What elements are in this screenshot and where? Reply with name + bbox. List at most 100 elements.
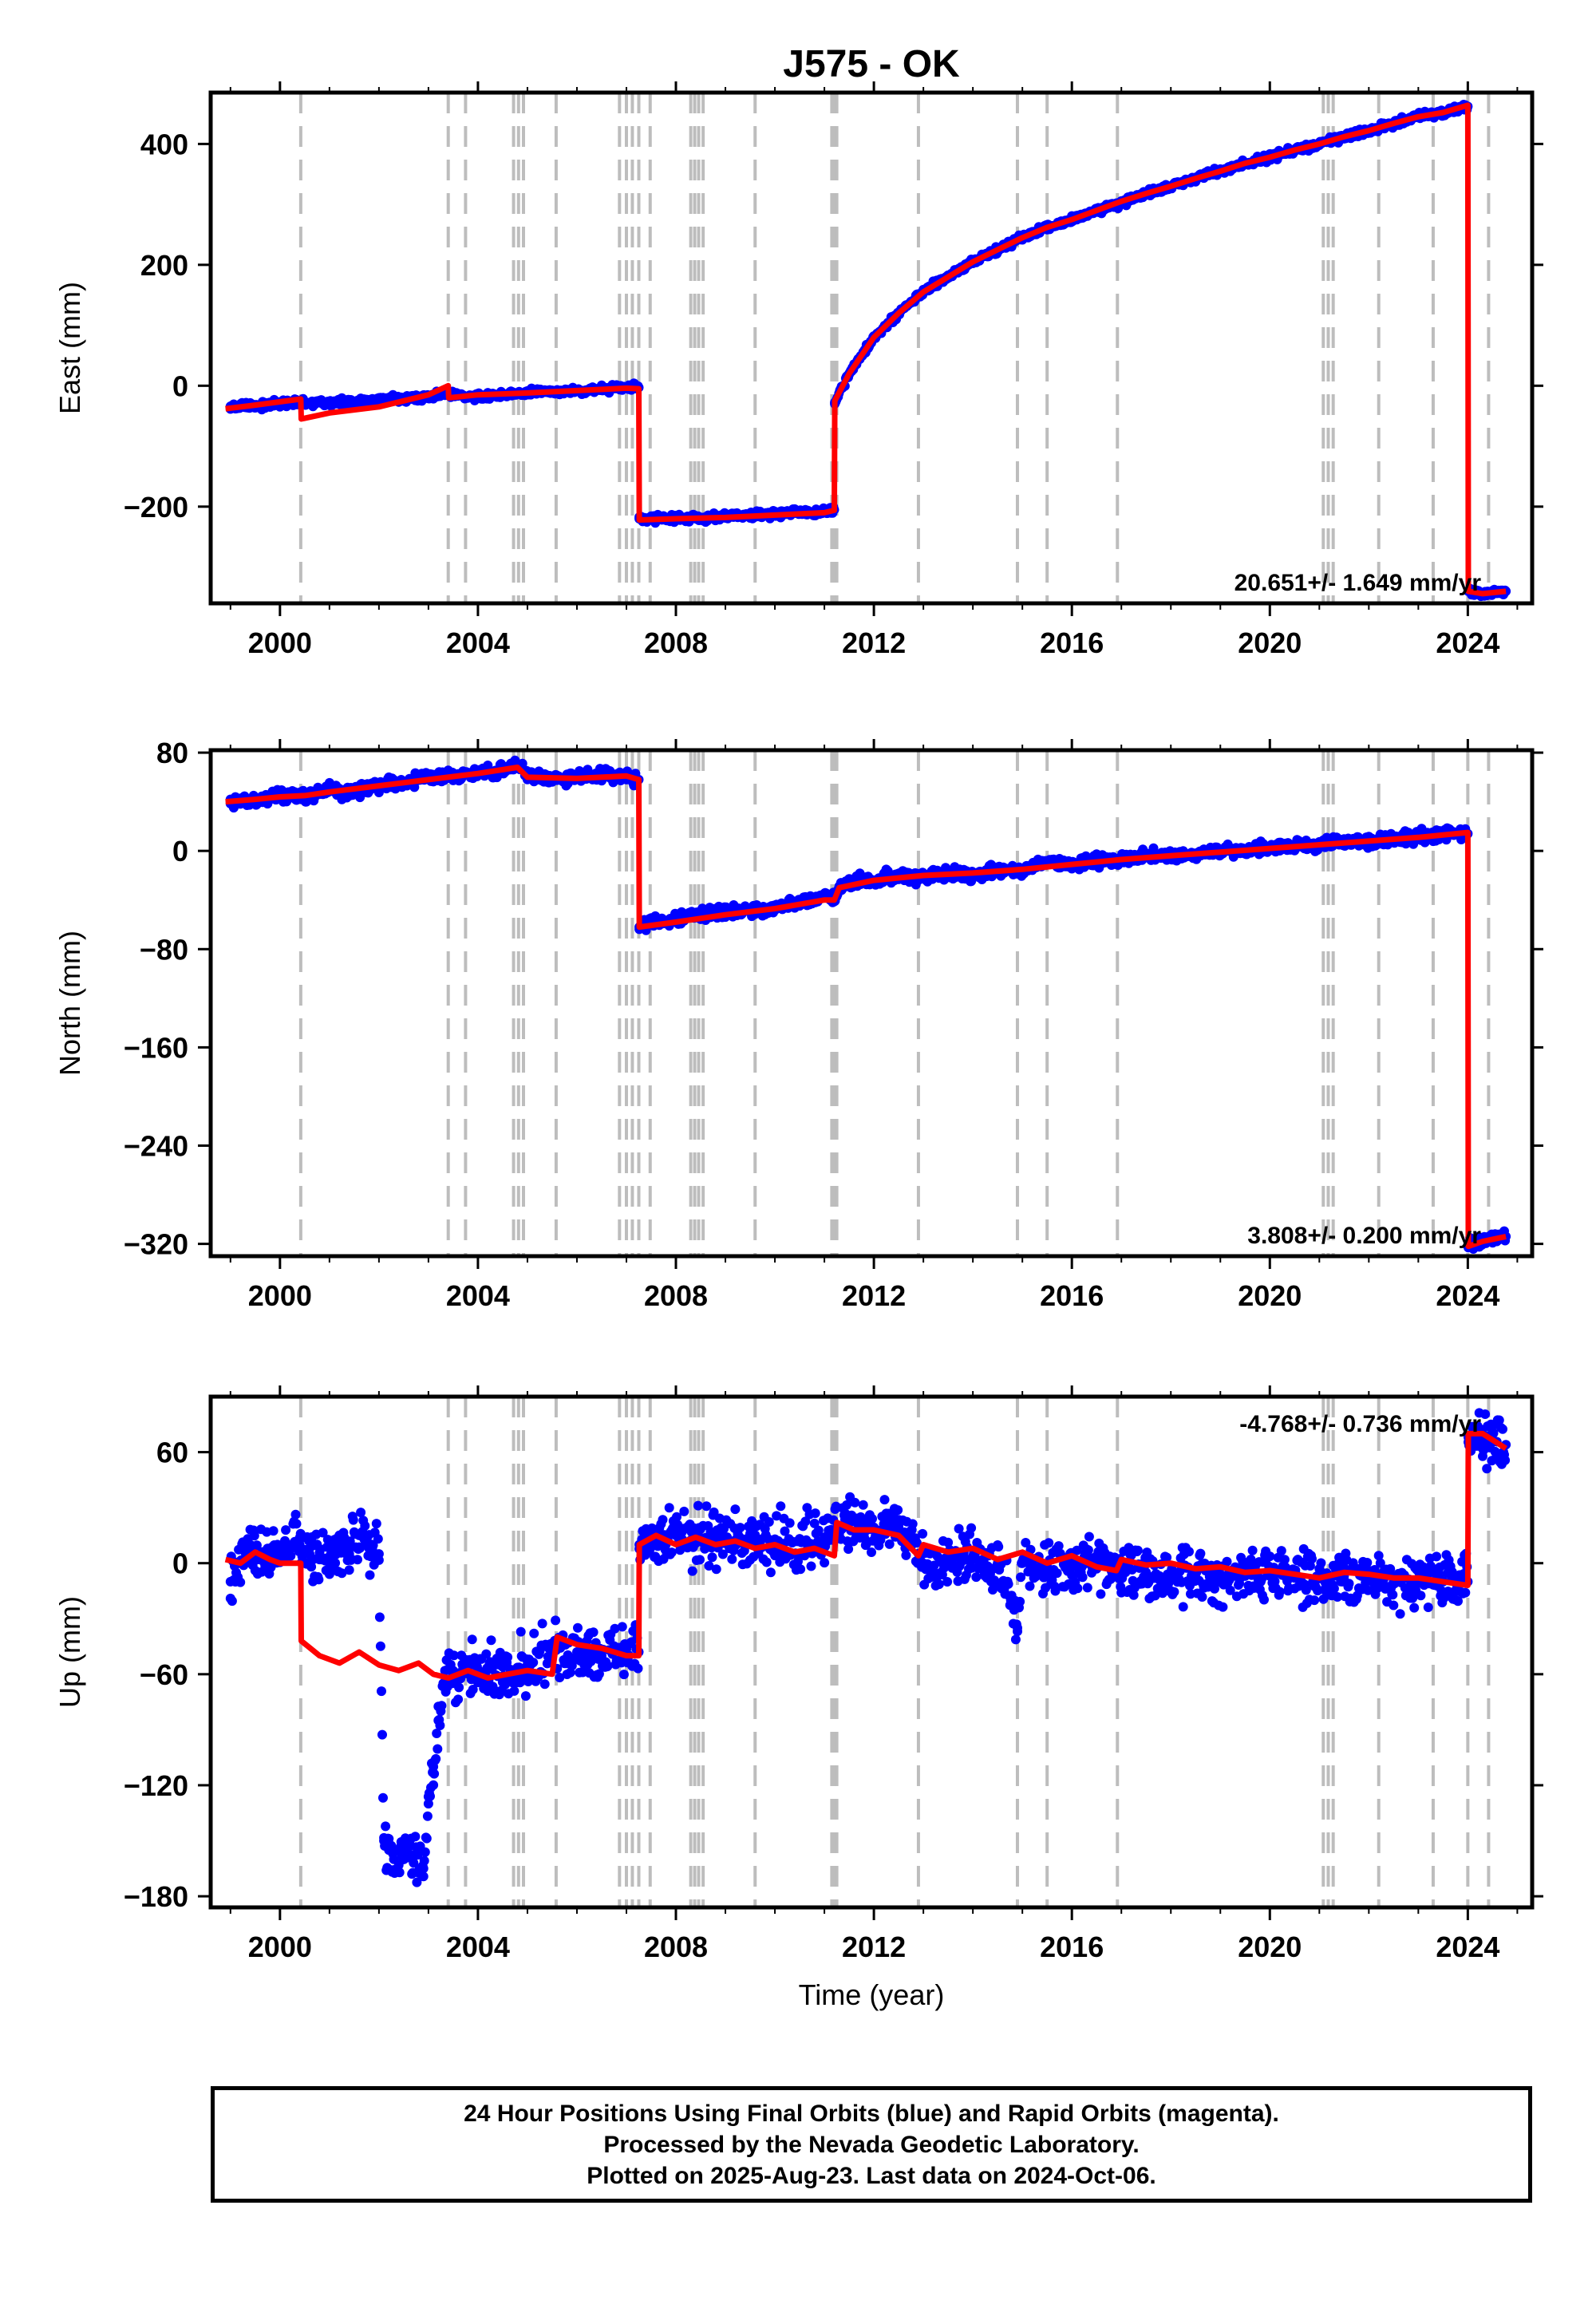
- up-data-point: [867, 1514, 877, 1524]
- up-data-point: [717, 1549, 728, 1559]
- up-data-point: [761, 1557, 772, 1567]
- up-data-point: [345, 1536, 355, 1547]
- up-data-point: [1053, 1541, 1064, 1551]
- up-data-point: [1259, 1595, 1269, 1605]
- north-x-tick-label: 2000: [248, 1279, 312, 1312]
- up-data-point: [281, 1525, 291, 1535]
- up-data-point: [412, 1877, 422, 1887]
- north-x-tick-label: 2016: [1040, 1279, 1104, 1312]
- up-data-point: [813, 1525, 824, 1535]
- north-y-tick-label: −320: [124, 1228, 188, 1261]
- up-data-point: [943, 1537, 954, 1547]
- up-panel: 2000 2004 2008 2012 2016 2020 2024−180−120−600…: [53, 1385, 1543, 1963]
- up-data-point: [1453, 1596, 1463, 1607]
- up-data-point: [537, 1618, 547, 1629]
- north-plot-area: [225, 750, 1511, 1256]
- up-data-point: [664, 1503, 674, 1513]
- up-data-point: [911, 1538, 922, 1548]
- up-data-point: [1408, 1593, 1418, 1603]
- north-x-tick-label: 2024: [1436, 1279, 1499, 1312]
- up-data-point: [1015, 1596, 1025, 1607]
- up-data-point: [509, 1686, 519, 1696]
- up-data-point: [539, 1679, 550, 1690]
- east-data-point: [319, 397, 330, 408]
- east-x-tick-label: 2012: [842, 626, 906, 659]
- up-data-point: [433, 1744, 443, 1754]
- up-data-point: [374, 1612, 385, 1622]
- up-data-point: [633, 1663, 643, 1674]
- up-data-point: [588, 1627, 598, 1638]
- up-data-point: [381, 1821, 391, 1832]
- up-data-point: [843, 1544, 854, 1554]
- up-data-point: [884, 1539, 895, 1549]
- up-data-point: [373, 1534, 383, 1544]
- up-data-point: [994, 1542, 1004, 1552]
- up-data-point: [429, 1780, 439, 1790]
- up-data-point: [1073, 1583, 1083, 1594]
- up-data-point: [1218, 1602, 1228, 1612]
- up-data-point: [810, 1508, 820, 1519]
- up-data-point: [1044, 1538, 1054, 1548]
- north-panel: 2000 2004 2008 2012 2016 2020 2024−320−240−160…: [53, 737, 1543, 1312]
- up-data-point: [1389, 1600, 1399, 1611]
- up-data-point: [1375, 1558, 1385, 1568]
- up-data-point: [421, 1833, 432, 1844]
- up-data-point: [1169, 1587, 1179, 1597]
- up-data-point: [1301, 1585, 1311, 1595]
- up-data-point: [1025, 1581, 1035, 1591]
- up-data-point: [707, 1552, 717, 1563]
- north-x-tick-label: 2008: [644, 1279, 708, 1312]
- up-data-point: [1373, 1551, 1384, 1561]
- up-data-point: [360, 1520, 370, 1531]
- up-data-point: [306, 1562, 317, 1572]
- up-data-point: [618, 1670, 629, 1680]
- north-data-point: [409, 782, 420, 792]
- up-data-point: [437, 1701, 447, 1711]
- up-data-point: [378, 1792, 388, 1803]
- up-data-point: [425, 1791, 435, 1801]
- north-data-point: [646, 915, 656, 925]
- up-data-point: [529, 1628, 539, 1638]
- up-data-point: [375, 1641, 385, 1651]
- up-data-point: [1279, 1555, 1290, 1565]
- up-data-point: [879, 1495, 890, 1505]
- up-data-point: [235, 1577, 246, 1587]
- up-data-point: [1184, 1547, 1194, 1557]
- north-y-axis-label: North (mm): [53, 931, 86, 1076]
- up-data-point: [594, 1669, 604, 1679]
- up-data-point: [500, 1679, 510, 1690]
- east-y-tick-label: 400: [140, 128, 188, 160]
- up-data-point: [850, 1497, 860, 1508]
- up-data-point: [454, 1682, 464, 1693]
- up-data-point: [966, 1523, 977, 1533]
- east-x-tick-label: 2004: [446, 626, 510, 659]
- up-data-point: [1128, 1590, 1139, 1600]
- up-data-point: [429, 1769, 440, 1779]
- up-data-point: [1083, 1545, 1093, 1555]
- up-data-point: [422, 1811, 433, 1821]
- up-data-point: [1247, 1545, 1258, 1555]
- up-data-point: [1127, 1564, 1137, 1575]
- up-data-point: [1077, 1572, 1088, 1583]
- chart-title: J575 - OK: [783, 43, 960, 85]
- north-x-tick-label: 2020: [1238, 1279, 1302, 1312]
- up-data-point: [551, 1615, 561, 1626]
- up-data-point: [1432, 1551, 1442, 1562]
- up-data-point: [1385, 1563, 1396, 1574]
- up-data-point: [784, 1518, 795, 1528]
- up-data-point: [1003, 1579, 1013, 1589]
- up-data-point: [1195, 1548, 1206, 1559]
- up-data-point: [520, 1691, 531, 1701]
- east-rate-label: 20.651+/- 1.649 mm/yr: [1235, 570, 1482, 596]
- up-data-point: [486, 1635, 496, 1646]
- up-data-point: [719, 1524, 729, 1534]
- up-data-point: [772, 1511, 782, 1521]
- up-data-point: [1225, 1585, 1235, 1595]
- east-x-tick-label: 2000: [248, 626, 312, 659]
- up-data-point: [286, 1551, 296, 1561]
- up-data-point: [249, 1531, 259, 1541]
- up-data-point: [842, 1500, 851, 1510]
- up-data-point: [796, 1564, 806, 1575]
- east-plot-area: [225, 93, 1511, 603]
